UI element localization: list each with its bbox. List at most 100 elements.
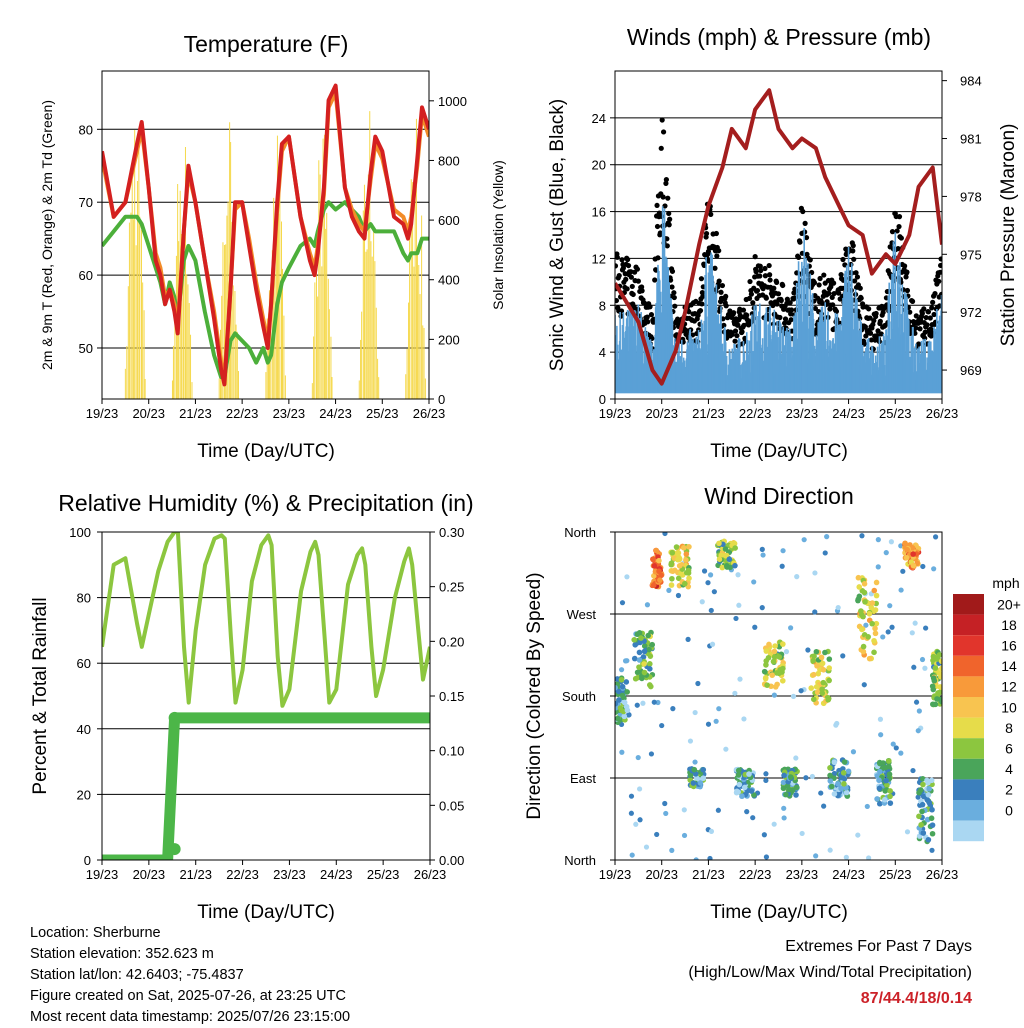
direction-point xyxy=(726,556,733,563)
x-tick-label: 22/23 xyxy=(226,406,259,421)
direction-point xyxy=(771,648,778,655)
direction-point xyxy=(631,655,638,662)
direction-point xyxy=(780,665,786,672)
direction-point xyxy=(938,698,942,705)
direction-point xyxy=(716,556,723,562)
precip-line xyxy=(102,712,430,860)
gust-point xyxy=(850,243,856,249)
gust-point xyxy=(639,288,645,294)
direction-point xyxy=(903,555,910,561)
direction-point xyxy=(930,653,937,660)
y-tick-label: 60 xyxy=(77,656,91,671)
gust-point xyxy=(732,328,739,334)
x-tick-label: 22/23 xyxy=(226,867,259,882)
gust-point xyxy=(615,254,620,260)
y-tick-label: 70 xyxy=(79,195,93,210)
y-tick-label: 60 xyxy=(79,268,93,283)
gust-point xyxy=(664,236,670,242)
direction-point xyxy=(716,706,722,712)
direction-point xyxy=(735,572,741,578)
direction-point xyxy=(780,785,787,792)
gust-point xyxy=(775,291,782,297)
gust-point xyxy=(713,230,719,237)
direction-point xyxy=(926,786,932,792)
humidity-gridlines xyxy=(102,531,430,861)
direction-axes: 19/23 20/23 21/23 22/23 23/23 24/23 25/23 26/23… xyxy=(562,525,958,882)
gust-point xyxy=(875,328,881,334)
direction-point xyxy=(654,831,660,838)
direction-point xyxy=(676,562,683,569)
y-tick-label: 80 xyxy=(79,122,93,137)
gust-point xyxy=(667,216,673,222)
direction-point xyxy=(882,788,888,794)
gust-point xyxy=(774,279,780,285)
gust-point xyxy=(630,291,636,298)
y-tick-label: 16 xyxy=(592,205,606,220)
direction-point xyxy=(708,828,715,834)
gust-point xyxy=(778,297,784,304)
direction-point xyxy=(780,548,786,554)
y-tick-label: 0 xyxy=(84,853,91,868)
colorbar-swatch xyxy=(953,614,984,636)
direction-point xyxy=(763,648,770,654)
direction-point xyxy=(662,532,668,537)
direction-point xyxy=(919,801,926,808)
station-latlon: Station lat/lon: 42.6403; -75.4837 xyxy=(30,967,244,983)
gust-point xyxy=(734,333,740,339)
gust-point xyxy=(907,309,913,315)
direction-point xyxy=(932,534,939,540)
direction-point xyxy=(763,662,769,668)
direction-point xyxy=(722,546,729,552)
direction-point xyxy=(819,690,826,696)
direction-point xyxy=(874,796,880,802)
y2-tick-label: 981 xyxy=(960,132,982,147)
direction-point xyxy=(636,629,643,636)
gust-point xyxy=(838,272,844,278)
gust-point xyxy=(902,263,908,269)
direction-point xyxy=(859,533,865,539)
direction-point xyxy=(662,800,668,807)
direction-point xyxy=(827,847,833,853)
recent-timestamp: Most recent data timestamp: 2025/07/26 2… xyxy=(30,1009,351,1025)
gust-point xyxy=(708,211,714,217)
gust-point xyxy=(615,297,620,304)
direction-point xyxy=(920,781,926,788)
gust-point xyxy=(802,220,808,226)
direction-point xyxy=(624,658,630,664)
y-tick-label: 100 xyxy=(69,525,91,540)
direction-point xyxy=(787,774,794,780)
gust-point xyxy=(937,262,942,269)
winds-axes: 19/23 20/23 21/23 22/23 23/23 24/23 25/23 26/23… xyxy=(592,74,982,421)
gust-point xyxy=(718,289,724,295)
direction-point xyxy=(638,635,644,641)
direction-point xyxy=(636,649,643,656)
direction-point xyxy=(813,683,820,690)
direction-point xyxy=(812,609,818,615)
y2-tick-label: 0.20 xyxy=(439,634,464,649)
direction-ylabel-left: Direction (Colored By Speed) xyxy=(524,572,545,819)
gust-point xyxy=(647,304,653,310)
temperature-panel: Temperature (F) 19/23 20/23 21/23 22/23 23/2… xyxy=(39,31,506,462)
gust-point xyxy=(867,330,874,336)
direction-point xyxy=(872,607,878,613)
colorbar-label: 16 xyxy=(1001,638,1017,654)
gust-point xyxy=(840,256,846,263)
x-tick-label: 26/23 xyxy=(926,867,959,882)
gust-point xyxy=(803,234,810,241)
direction-point xyxy=(813,648,820,655)
x-tick-label: 21/23 xyxy=(179,867,212,882)
gust-point xyxy=(721,322,727,328)
gust-point xyxy=(783,325,789,331)
direction-point xyxy=(910,551,916,557)
direction-point xyxy=(822,649,828,656)
x-tick-label: 25/23 xyxy=(367,867,400,882)
x-tick-label: 20/23 xyxy=(645,406,678,421)
gust-point xyxy=(916,341,922,347)
direction-point xyxy=(699,599,705,605)
gust-point xyxy=(921,306,927,312)
direction-point xyxy=(931,566,937,572)
direction-point xyxy=(647,653,654,659)
direction-point xyxy=(709,641,716,647)
direction-point xyxy=(765,654,772,661)
direction-point xyxy=(759,605,765,611)
